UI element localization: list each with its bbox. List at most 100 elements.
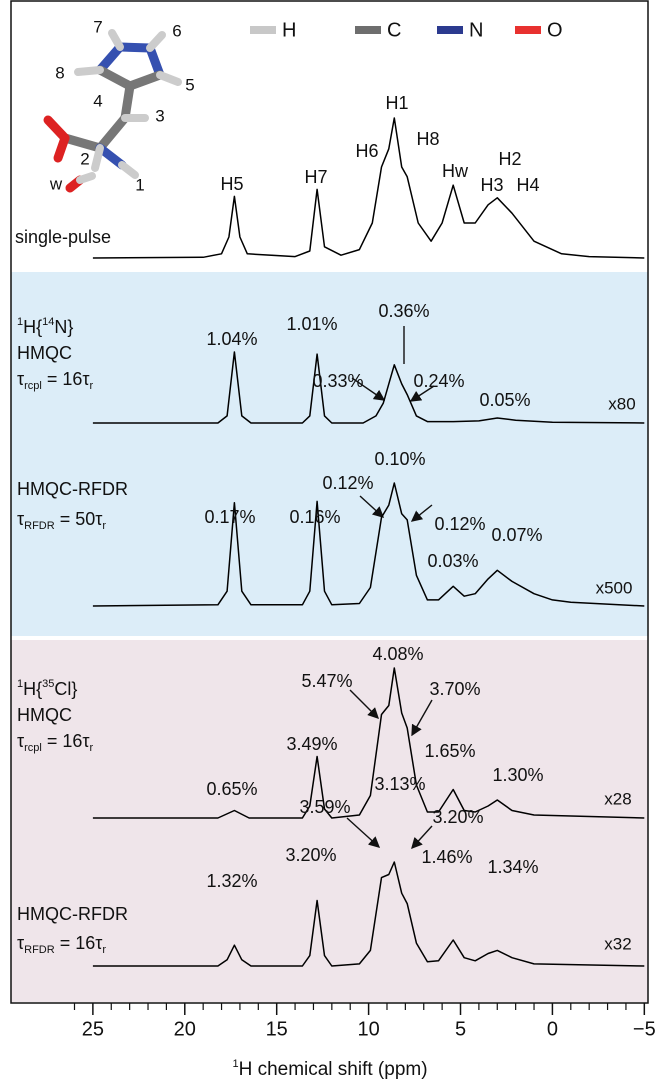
annotation: 0.16% (289, 507, 340, 527)
scale-label: x32 (604, 934, 631, 953)
legend-label: C (387, 19, 401, 41)
annotation: 3.13% (374, 774, 425, 794)
peak-label: H7 (304, 167, 327, 187)
text-part: r (102, 944, 106, 956)
text-part: τ (17, 369, 24, 389)
text-part: = 16τ (55, 933, 103, 953)
atom-label: 5 (185, 75, 194, 94)
annotation: 4.08% (372, 644, 423, 664)
atom-label: 3 (155, 106, 164, 125)
text-part: RFDR (24, 520, 55, 532)
legend-label: N (469, 19, 483, 41)
series-label: single-pulse (15, 227, 111, 247)
legend-label: O (547, 19, 563, 41)
x-tick-label: 20 (174, 1018, 196, 1040)
annotation: 0.03% (427, 551, 478, 571)
text-part: = 16τ (42, 369, 90, 389)
text-part: H chemical shift (ppm) (239, 1059, 428, 1080)
atom-label: 1 (135, 175, 144, 194)
peak-label: H6 (355, 141, 378, 161)
annotation: 3.59% (299, 797, 350, 817)
peak-label: H4 (516, 175, 539, 195)
atom-label: 2 (80, 149, 89, 168)
annotation: 3.70% (429, 679, 480, 699)
text-part: r (90, 742, 94, 754)
x-tick-label: −5 (633, 1018, 656, 1040)
series-label: HMQC (17, 705, 72, 725)
atom-label: 7 (93, 17, 102, 36)
annotation: 0.36% (378, 301, 429, 321)
annotation: 1.65% (424, 741, 475, 761)
x-tick-label: 25 (82, 1018, 104, 1040)
legend-label: H (282, 19, 296, 41)
annotation: 0.05% (479, 390, 530, 410)
peak-label: H1 (385, 93, 408, 113)
peak-label: H8 (416, 129, 439, 149)
peak-label: H5 (220, 174, 243, 194)
atom-label: 8 (55, 63, 64, 82)
peak-label: H2 (498, 149, 521, 169)
text-part: RFDR (24, 944, 55, 956)
annotation: 0.24% (413, 371, 464, 391)
text-part: 14 (42, 316, 54, 328)
text-part: r (90, 380, 94, 392)
text-part: τ (17, 509, 24, 529)
text-part: HMQC-RFDR (17, 479, 128, 499)
series-label: HMQC-RFDR (17, 479, 128, 499)
annotation: 0.07% (491, 525, 542, 545)
text-part: HMQC (17, 705, 72, 725)
scale-label: x500 (596, 578, 633, 597)
legend-swatch (515, 26, 541, 34)
x-tick-label: 5 (455, 1018, 466, 1040)
annotation: 1.32% (206, 871, 257, 891)
annotation: 3.20% (285, 845, 336, 865)
annotation: 1.01% (286, 314, 337, 334)
annotation: 1.04% (206, 329, 257, 349)
x-tick-label: 15 (266, 1018, 288, 1040)
text-part: 35 (42, 678, 54, 690)
annotation: 0.10% (374, 449, 425, 469)
text-part: HMQC (17, 343, 72, 363)
text-part: = 16τ (42, 731, 90, 751)
annotation: 1.34% (487, 857, 538, 877)
atom-label: 6 (172, 21, 181, 40)
figure: H C N O 7 6 8 5 4 3 2 1 w H5 H7 H6 H1 H8Hw H2 H3 H4 single-pu… (0, 0, 656, 1086)
text-part: τ (17, 731, 24, 751)
text-part: H{ (23, 317, 42, 337)
x-tick-label: 10 (357, 1018, 379, 1040)
annotation: 1.30% (492, 765, 543, 785)
text-part: τ (17, 933, 24, 953)
annotation: 5.47% (301, 671, 352, 691)
peak-label: H3 (480, 175, 503, 195)
text-part: rcpl (24, 380, 42, 392)
x-axis-label: 1H chemical shift (ppm) (232, 1058, 427, 1080)
legend-swatch (437, 26, 463, 34)
x-tick-label: 0 (547, 1018, 558, 1040)
annotation: 3.20% (432, 807, 483, 827)
text-part: r (102, 520, 106, 532)
text-part: Cl} (54, 679, 77, 699)
text-part: HMQC-RFDR (17, 904, 128, 924)
legend-swatch (355, 26, 381, 34)
annotation: 1.46% (421, 847, 472, 867)
text-part: H{ (23, 679, 42, 699)
annotation: 0.65% (206, 779, 257, 799)
peak-label: Hw (442, 161, 469, 181)
annotation: 0.12% (434, 514, 485, 534)
scale-label: x28 (604, 789, 631, 808)
atom-label: 4 (93, 91, 102, 110)
series-label: HMQC-RFDR (17, 904, 128, 924)
panel-35cl (11, 640, 648, 1002)
annotation: 3.49% (286, 734, 337, 754)
text-part: rcpl (24, 742, 42, 754)
series-label: HMQC (17, 343, 72, 363)
text-part: = 50τ (55, 509, 103, 529)
text-part: N} (54, 317, 73, 337)
annotation: 0.12% (322, 473, 373, 493)
annotation: 0.17% (204, 507, 255, 527)
legend-swatch (250, 26, 276, 34)
atom-label: w (49, 174, 63, 193)
text-part: single-pulse (15, 227, 111, 247)
annotation: 0.33% (312, 371, 363, 391)
scale-label: x80 (608, 394, 635, 413)
